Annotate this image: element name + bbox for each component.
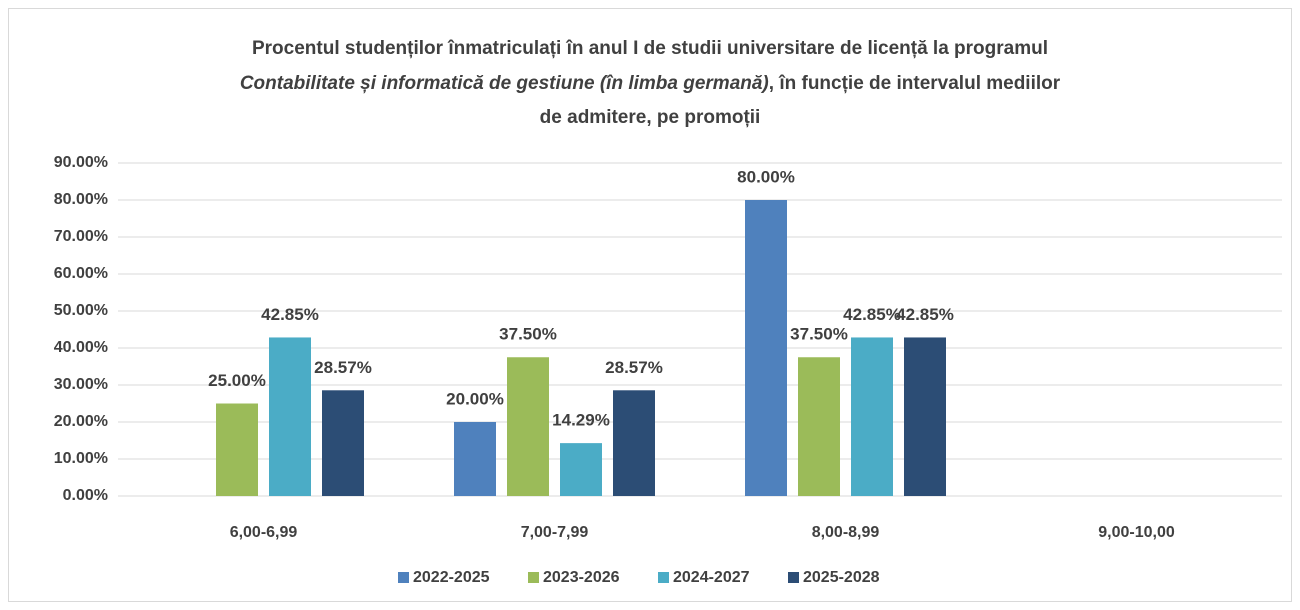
bar xyxy=(507,357,549,496)
legend-swatch xyxy=(398,572,409,583)
legend-swatch xyxy=(788,572,799,583)
legend-swatch xyxy=(658,572,669,583)
legend-label: 2022-2025 xyxy=(413,569,490,586)
y-tick-label: 50.00% xyxy=(54,302,108,319)
data-label: 37.50% xyxy=(499,325,557,344)
data-label: 42.85% xyxy=(261,305,319,324)
x-tick-label: 6,00-6,99 xyxy=(230,524,298,541)
legend-label: 2023-2026 xyxy=(543,569,620,586)
chart-title: , în funcție de intervalul mediilor xyxy=(769,73,1061,94)
data-label: 25.00% xyxy=(208,371,266,390)
chart-title: de admitere, pe promoții xyxy=(540,107,761,128)
data-label: 80.00% xyxy=(737,167,795,186)
chart-title-italic: Contabilitate și informatică de gestiune… xyxy=(240,73,769,94)
legend-label: 2024-2027 xyxy=(673,569,750,586)
x-tick-label: 8,00-8,99 xyxy=(812,524,880,541)
legend-label: 2025-2028 xyxy=(803,569,880,586)
x-tick-label: 9,00-10,00 xyxy=(1098,524,1175,541)
chart-title: Procentul studenților înmatriculați în a… xyxy=(252,38,1048,59)
y-tick-label: 70.00% xyxy=(54,228,108,245)
y-tick-label: 10.00% xyxy=(54,450,108,467)
data-label: 28.57% xyxy=(314,358,372,377)
bar xyxy=(798,357,840,496)
bar xyxy=(613,390,655,496)
x-tick-label: 7,00-7,99 xyxy=(521,524,589,541)
bar xyxy=(904,337,946,496)
data-label: 42.85% xyxy=(896,305,954,324)
y-tick-label: 40.00% xyxy=(54,339,108,356)
y-tick-label: 0.00% xyxy=(63,487,108,504)
data-label: 42.85% xyxy=(843,305,901,324)
bar xyxy=(216,403,258,496)
data-label: 20.00% xyxy=(446,389,504,408)
data-label: 28.57% xyxy=(605,358,663,377)
data-label: 37.50% xyxy=(790,325,848,344)
data-label: 14.29% xyxy=(552,411,610,430)
bar xyxy=(560,443,602,496)
chart-title: Contabilitate și informatică de gestiune… xyxy=(240,73,1061,94)
y-tick-label: 80.00% xyxy=(54,191,108,208)
bar xyxy=(745,200,787,496)
bar xyxy=(851,337,893,496)
y-tick-label: 90.00% xyxy=(54,154,108,171)
chart-border xyxy=(8,8,1292,602)
bar xyxy=(322,390,364,496)
y-tick-label: 20.00% xyxy=(54,413,108,430)
bar xyxy=(454,422,496,496)
legend-swatch xyxy=(528,572,539,583)
y-tick-label: 60.00% xyxy=(54,265,108,282)
bar xyxy=(269,337,311,496)
y-tick-label: 30.00% xyxy=(54,376,108,393)
